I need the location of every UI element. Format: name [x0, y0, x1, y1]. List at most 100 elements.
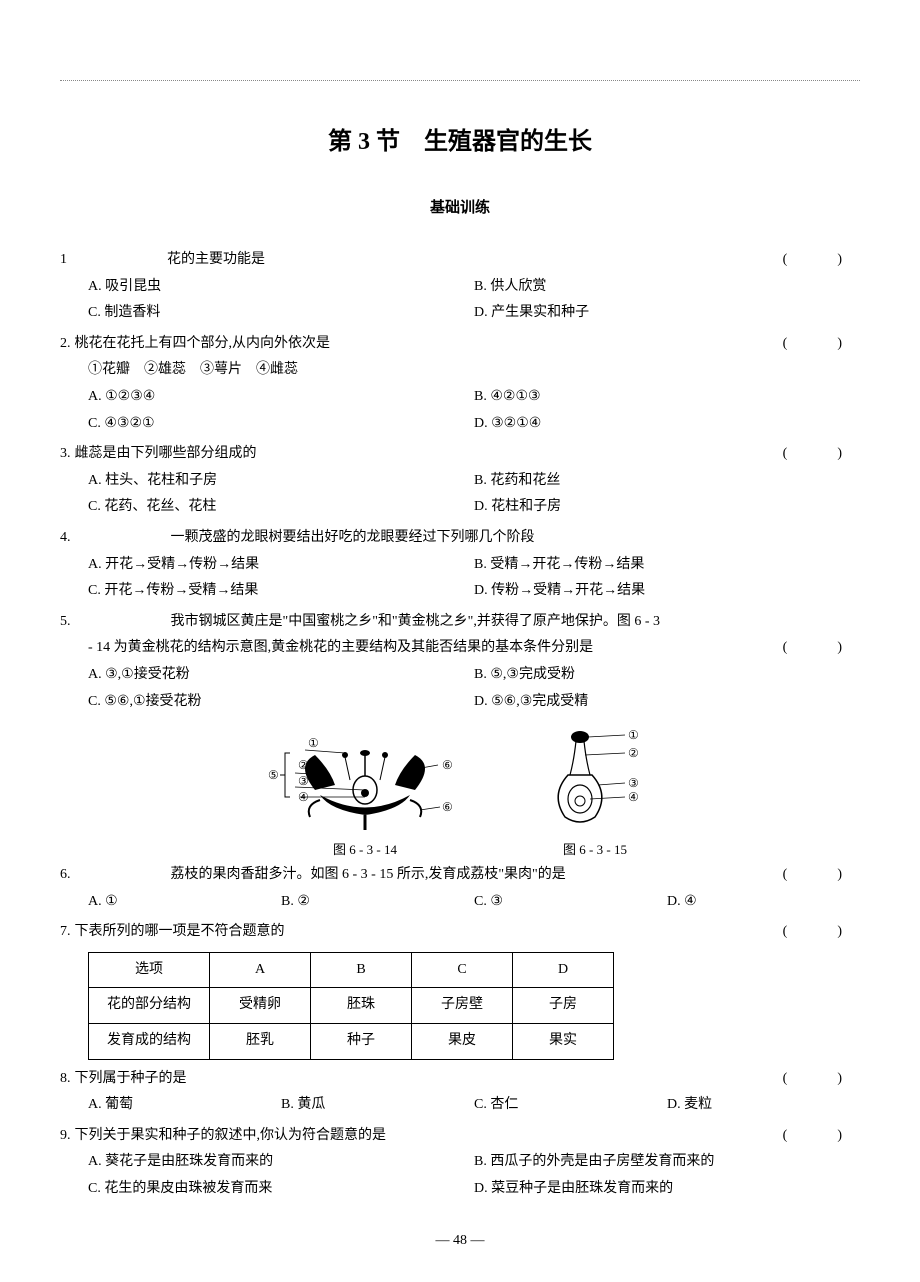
fig1-label-4: ④: [298, 790, 309, 804]
figure-row: ① ② ⑤ ③ ④ ⑥ ⑥ 图 6 - 3 - 14: [60, 725, 860, 858]
question-6: 6. 荔枝的果肉香甜多汁。如图 6 - 3 - 15 所示,发育成荔枝"果肉"的…: [60, 862, 860, 915]
fig2-label-4: ④: [628, 790, 639, 804]
q8-stem: 下列属于种子的是: [71, 1066, 775, 1093]
answer-blank: ( ): [775, 1066, 860, 1093]
q5-opt-d: D. ⑤⑥,③完成受精: [474, 689, 860, 716]
fig2-label-2: ②: [628, 746, 639, 760]
q7-number: 7.: [60, 919, 71, 946]
fig1-label-6b: ⑥: [442, 800, 453, 814]
q3-opt-c: C. 花药、花丝、花柱: [88, 494, 474, 521]
question-5: 5. 我市钢城区黄庄是"中国蜜桃之乡"和"黄金桃之乡",并获得了原产地保护。图 …: [60, 609, 860, 715]
q1-number: 1: [60, 247, 67, 274]
q1-opt-d: D. 产生果实和种子: [474, 300, 860, 327]
question-7: 7. 下表所列的哪一项是不符合题意的 ( ) 选项ABCD 花的部分结构受精卵胚珠…: [60, 919, 860, 1059]
q4-stem: 一颗茂盛的龙眼树要结出好吃的龙眼要经过下列哪几个阶段: [71, 525, 861, 552]
q7-body-cell: 果实: [513, 1024, 614, 1060]
q4-number: 4.: [60, 525, 71, 552]
q7-stem: 下表所列的哪一项是不符合题意的: [71, 919, 775, 946]
pistil-diagram-icon: ① ② ③ ④: [530, 725, 660, 835]
q5-number: 5.: [60, 609, 71, 636]
fig1-caption: 图 6 - 3 - 14: [260, 839, 470, 858]
q5-stem-1: 我市钢城区黄庄是"中国蜜桃之乡"和"黄金桃之乡",并获得了原产地保护。图 6 -…: [71, 609, 861, 636]
q7-body-cell: 花的部分结构: [89, 988, 210, 1024]
question-1: 1 花的主要功能是 ( ) A. 吸引昆虫 B. 供人欣赏 C. 制造香料 D.…: [60, 247, 860, 327]
top-divider: [60, 80, 860, 81]
q8-opt-d: D. 麦粒: [667, 1092, 860, 1119]
figure-6-3-15: ① ② ③ ④ 图 6 - 3 - 15: [530, 725, 660, 858]
fig2-label-1: ①: [628, 728, 639, 742]
answer-blank: ( ): [775, 919, 860, 946]
q6-opt-d: D. ④: [667, 889, 860, 916]
question-4: 4. 一颗茂盛的龙眼树要结出好吃的龙眼要经过下列哪几个阶段 A. 开花→受精→传…: [60, 525, 860, 605]
q5-opt-b: B. ⑤,③完成受粉: [474, 662, 860, 689]
q7-body-cell: 胚珠: [311, 988, 412, 1024]
fig2-label-3: ③: [628, 776, 639, 790]
answer-blank: ( ): [775, 635, 860, 662]
q8-opt-c: C. 杏仁: [474, 1092, 667, 1119]
q9-opt-b: B. 西瓜子的外壳是由子房壁发育而来的: [474, 1149, 860, 1176]
q7-header-cell: A: [210, 952, 311, 988]
fig1-label-5: ⑤: [268, 768, 279, 782]
flower-diagram-icon: ① ② ⑤ ③ ④ ⑥ ⑥: [260, 725, 470, 835]
page-number: — 48 —: [60, 1233, 860, 1249]
q5-stem-2: - 14 为黄金桃花的结构示意图,黄金桃花的主要结构及其能否结果的基本条件分别是: [60, 635, 775, 662]
q2-opt-a: A. ①②③④: [88, 384, 474, 411]
answer-blank: ( ): [775, 441, 860, 468]
q9-opt-d: D. 菜豆种子是由胚珠发育而来的: [474, 1176, 860, 1203]
q7-body-cell: 子房壁: [412, 988, 513, 1024]
q7-body-cell: 受精卵: [210, 988, 311, 1024]
q9-opt-a: A. 葵花子是由胚珠发育而来的: [88, 1149, 474, 1176]
q6-opt-b: B. ②: [281, 889, 474, 916]
q2-opt-d: D. ③②①④: [474, 411, 860, 438]
q1-opt-a: A. 吸引昆虫: [88, 274, 474, 301]
answer-blank: ( ): [775, 247, 860, 274]
question-8: 8. 下列属于种子的是 ( ) A. 葡萄 B. 黄瓜 C. 杏仁 D. 麦粒: [60, 1066, 860, 1119]
q4-opt-d: D. 传粉→受精→开花→结果: [474, 578, 860, 605]
q2-stem: 桃花在花托上有四个部分,从内向外依次是: [71, 331, 775, 358]
question-9: 9. 下列关于果实和种子的叙述中,你认为符合题意的是 ( ) A. 葵花子是由胚…: [60, 1123, 860, 1203]
q9-stem: 下列关于果实和种子的叙述中,你认为符合题意的是: [71, 1123, 775, 1150]
q2-opt-b: B. ④②①③: [474, 384, 860, 411]
q3-opt-b: B. 花药和花丝: [474, 468, 860, 495]
q8-opt-a: A. 葡萄: [88, 1092, 281, 1119]
q1-stem: 花的主要功能是: [67, 247, 775, 274]
q6-opt-a: A. ①: [88, 889, 281, 916]
q7-header-cell: D: [513, 952, 614, 988]
q7-header-cell: 选项: [89, 952, 210, 988]
q3-opt-d: D. 花柱和子房: [474, 494, 860, 521]
q1-opt-c: C. 制造香料: [88, 300, 474, 327]
page-container: 第 3 节 生殖器官的生长 基础训练 1 花的主要功能是 ( ) A. 吸引昆虫…: [0, 0, 920, 1279]
answer-blank: ( ): [775, 862, 860, 889]
fig1-label-6a: ⑥: [442, 758, 453, 772]
fig2-caption: 图 6 - 3 - 15: [530, 839, 660, 858]
q5-opt-c: C. ⑤⑥,①接受花粉: [88, 689, 474, 716]
q3-stem: 雌蕊是由下列哪些部分组成的: [71, 441, 775, 468]
subsection-title: 基础训练: [60, 196, 860, 217]
q2-opt-c: C. ④③②①: [88, 411, 474, 438]
question-2: 2. 桃花在花托上有四个部分,从内向外依次是 ( ) ①花瓣 ②雄蕊 ③萼片 ④…: [60, 331, 860, 437]
q7-header-cell: B: [311, 952, 412, 988]
q4-opt-b: B. 受精→开花→传粉→结果: [474, 552, 860, 579]
q9-opt-c: C. 花生的果皮由珠被发育而来: [88, 1176, 474, 1203]
q6-stem: 荔枝的果肉香甜多汁。如图 6 - 3 - 15 所示,发育成荔枝"果肉"的是: [71, 862, 775, 889]
q5-opt-a: A. ③,①接受花粉: [88, 662, 474, 689]
answer-blank: ( ): [775, 1123, 860, 1150]
q2-subline: ①花瓣 ②雄蕊 ③萼片 ④雌蕊: [60, 357, 860, 384]
q4-opt-a: A. 开花→受精→传粉→结果: [88, 552, 474, 579]
q7-body-cell: 胚乳: [210, 1024, 311, 1060]
q9-number: 9.: [60, 1123, 71, 1150]
q3-number: 3.: [60, 441, 71, 468]
q6-opt-c: C. ③: [474, 889, 667, 916]
figure-6-3-14: ① ② ⑤ ③ ④ ⑥ ⑥ 图 6 - 3 - 14: [260, 725, 470, 858]
q6-number: 6.: [60, 862, 71, 889]
fig1-label-3: ③: [298, 774, 309, 788]
q7-header-cell: C: [412, 952, 513, 988]
q7-body-cell: 种子: [311, 1024, 412, 1060]
fig1-label-2: ②: [298, 758, 309, 772]
q4-opt-c: C. 开花→传粉→受精→结果: [88, 578, 474, 605]
q7-body-cell: 子房: [513, 988, 614, 1024]
section-title: 第 3 节 生殖器官的生长: [60, 121, 860, 156]
q7-body-cell: 发育成的结构: [89, 1024, 210, 1060]
question-3: 3. 雌蕊是由下列哪些部分组成的 ( ) A. 柱头、花柱和子房 B. 花药和花…: [60, 441, 860, 521]
q8-opt-b: B. 黄瓜: [281, 1092, 474, 1119]
